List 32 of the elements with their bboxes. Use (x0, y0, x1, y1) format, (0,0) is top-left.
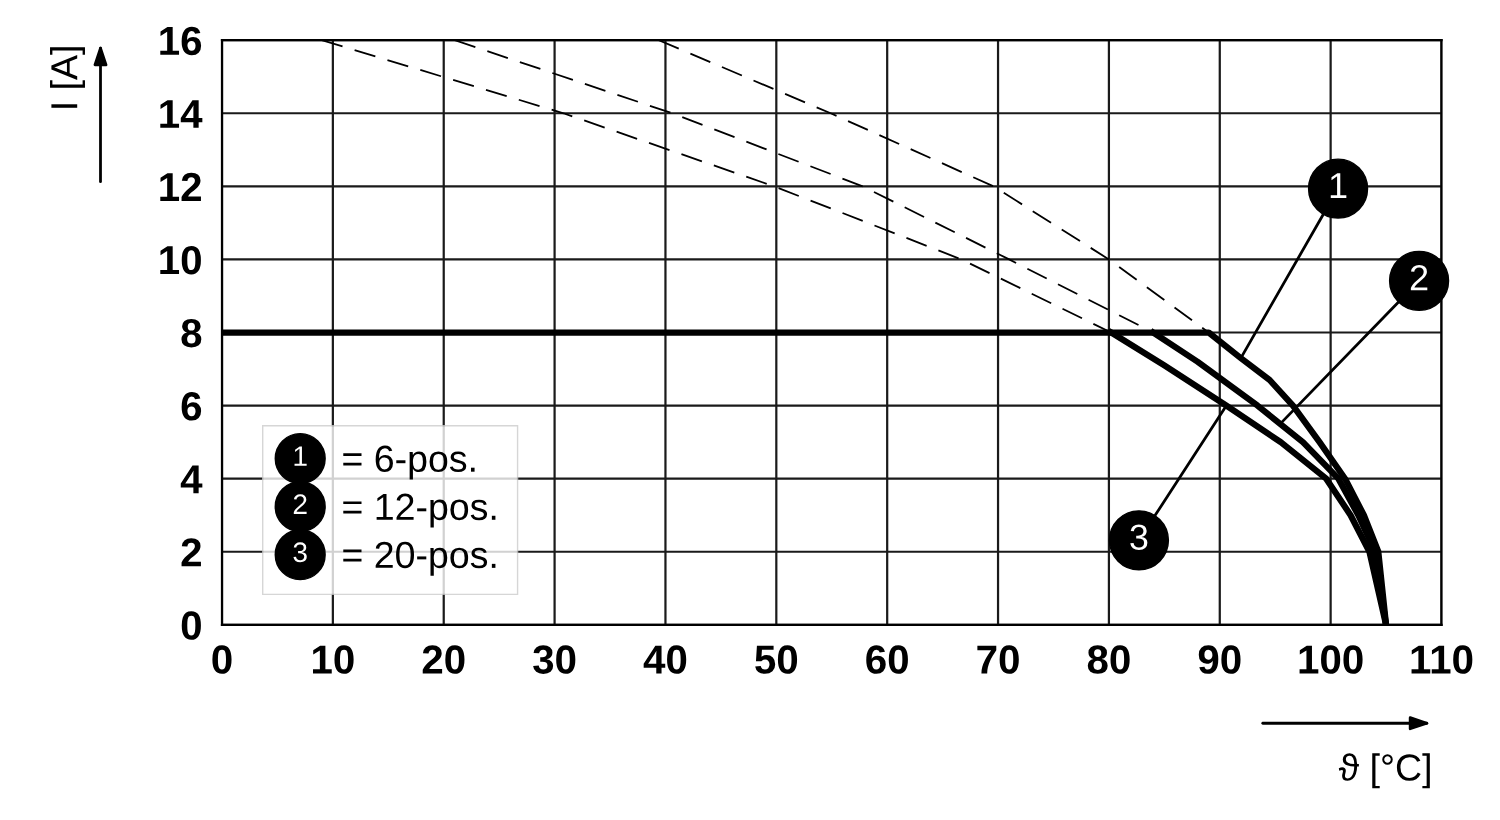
text: 3 (293, 542, 307, 563)
legend-label: = 6-pos. (343, 445, 475, 480)
annotation: 2 (1410, 264, 1428, 291)
y-tick-label: 4 (180, 465, 203, 494)
x-tick-label: 10 (313, 645, 354, 674)
legend-label: = 12-pos. (343, 493, 496, 528)
y-tick-label: 16 (160, 26, 202, 56)
legend-label: = 20-pos. (343, 541, 496, 576)
x-tick-label: 0 (212, 645, 232, 674)
x-tick-label: 20 (422, 645, 465, 674)
x-axis-title: ϑ [°C] (1338, 753, 1430, 789)
x-tick-label: 100 (1299, 645, 1363, 674)
text: 2 (293, 494, 307, 514)
x-tick-label: 40 (643, 645, 687, 674)
text: 1 (294, 446, 307, 466)
x-tick-label: 30 (533, 645, 576, 674)
y-axis-title: I [A] (50, 47, 85, 108)
y-tick-label: 2 (181, 538, 201, 567)
x-tick-label: 60 (866, 645, 908, 674)
x-tick-label: 50 (755, 645, 798, 674)
x-tick-label: 90 (1198, 645, 1241, 674)
x-tick-label: 80 (1087, 645, 1130, 674)
x-tick-label: 110 (1411, 645, 1473, 674)
y-tick-label: 0 (181, 611, 201, 640)
y-tick-label: 6 (181, 392, 202, 421)
y-tick-label: 10 (160, 245, 201, 275)
y-tick-label: 14 (160, 100, 203, 128)
annotation: 3 (1130, 524, 1148, 551)
y-tick-label: 12 (160, 172, 201, 201)
x-tick-label: 70 (977, 645, 1019, 674)
annotation: 1 (1330, 173, 1347, 198)
y-tick-label: 8 (181, 318, 202, 348)
